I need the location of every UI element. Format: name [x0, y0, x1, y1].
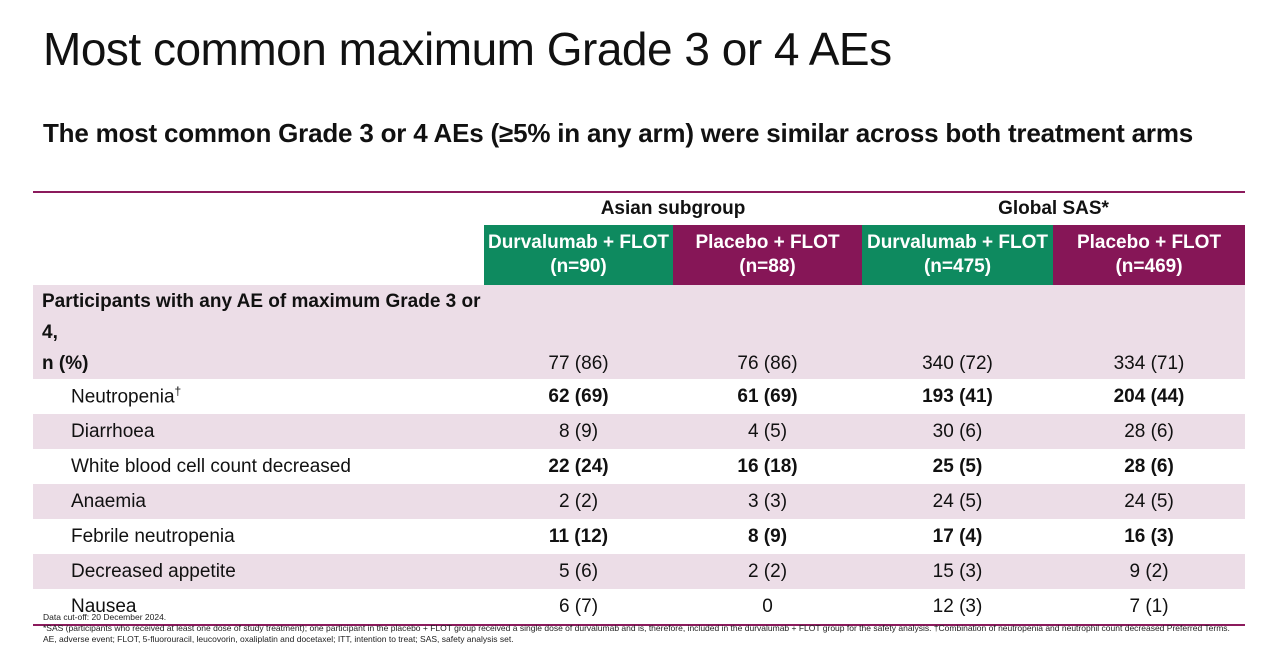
footnote-sas: *SAS (participants who received at least…: [43, 623, 1230, 633]
row-label: White blood cell count decreased: [71, 455, 351, 477]
table-row-febrile-neutropenia: Febrile neutropenia 11 (12) 8 (9) 17 (4)…: [33, 519, 1245, 554]
row-label: Anaemia: [33, 484, 484, 519]
cell-value: 12 (3): [932, 595, 983, 617]
arm-n: (n=475): [923, 256, 992, 277]
row-label: Participants with any AE of maximum Grad…: [33, 285, 484, 379]
row-label-text: Neutropenia: [71, 386, 175, 408]
cell-value: 11 (12): [548, 525, 609, 547]
arm-header-global-placebo: Placebo + FLOT (n=469): [1053, 225, 1246, 285]
arm-name: Durvalumab + FLOT: [487, 232, 670, 253]
ae-table: Asian subgroup Global SAS* Durvalumab + …: [33, 193, 1246, 624]
cell-value: 28 (6): [1053, 414, 1246, 449]
table-row-diarrhoea: Diarrhoea 8 (9) 4 (5) 30 (6) 28 (6): [33, 414, 1246, 449]
cell-value: 15 (3): [862, 554, 1053, 589]
cell-value: 193 (41): [922, 385, 993, 407]
cell-value: 76 (86): [673, 285, 862, 379]
footnotes: Data cut-off: 20 December 2024. *SAS (pa…: [43, 612, 1243, 645]
arm-header-empty: [33, 225, 484, 285]
arm-name: Durvalumab + FLOT: [866, 232, 1049, 253]
cell-value: 30 (6): [862, 414, 1053, 449]
ae-table-container: Asian subgroup Global SAS* Durvalumab + …: [33, 191, 1246, 626]
arm-header-row: Durvalumab + FLOT (n=90) Placebo + FLOT …: [33, 225, 1246, 285]
arm-n: (n=90): [550, 256, 607, 277]
table-row-decreased-appetite: Decreased appetite 5 (6) 2 (2) 15 (3) 9 …: [33, 554, 1246, 589]
cell-value: 2 (2): [484, 484, 673, 519]
cell-value: 3 (3): [673, 484, 862, 519]
cell-value: 16 (3): [1124, 525, 1174, 547]
footnote-data-cutoff: Data cut-off: 20 December 2024.: [43, 612, 167, 622]
cell-value: 8 (9): [747, 525, 788, 547]
arm-n: (n=469): [1115, 256, 1183, 277]
row-label-line1: Participants with any AE of maximum Grad…: [42, 291, 481, 343]
row-label: Nausea: [71, 595, 137, 617]
table-bottom-rule: [33, 624, 1245, 626]
arm-header-global-durvalumab: Durvalumab + FLOT (n=475): [862, 225, 1053, 285]
cell-value: 24 (5): [862, 484, 1053, 519]
cell-value: 16 (18): [737, 455, 798, 477]
cell-value: 24 (5): [1053, 484, 1246, 519]
cell-value: 25 (5): [932, 455, 983, 477]
cell-value: 7 (1): [1129, 595, 1169, 617]
table-row-any-ae: Participants with any AE of maximum Grad…: [33, 285, 1246, 379]
table-top-rule: [33, 191, 1245, 193]
cell-value: 77 (86): [484, 285, 673, 379]
group-header-row: Asian subgroup Global SAS*: [33, 193, 1245, 225]
arm-n: (n=88): [739, 256, 796, 277]
arm-name: Placebo + FLOT: [695, 232, 840, 253]
table-row-wbc-decreased: White blood cell count decreased 22 (24)…: [33, 449, 1245, 484]
cell-value: 28 (6): [1124, 455, 1174, 477]
cell-value: 6 (7): [558, 595, 599, 617]
cell-value: 340 (72): [862, 285, 1053, 379]
cell-value: 4 (5): [673, 414, 862, 449]
row-label: Decreased appetite: [33, 554, 484, 589]
row-label: Neutropenia†: [33, 379, 484, 414]
arm-header-asian-placebo: Placebo + FLOT (n=88): [673, 225, 862, 285]
row-label-line2: n (%): [42, 353, 89, 374]
dagger-footnote-mark: †: [174, 384, 182, 399]
cell-value: 62 (69): [548, 385, 609, 407]
table-row-anaemia: Anaemia 2 (2) 3 (3) 24 (5) 24 (5): [33, 484, 1246, 519]
cell-value: 61 (69): [737, 385, 798, 407]
group-header-global: Global SAS*: [998, 198, 1109, 219]
cell-value: 9 (2): [1053, 554, 1246, 589]
cell-value: 22 (24): [548, 455, 609, 477]
table-row-nausea: Nausea 6 (7) 0 12 (3) 7 (1): [33, 589, 1245, 624]
cell-value: 334 (71): [1053, 285, 1246, 379]
cell-value: 2 (2): [673, 554, 862, 589]
arm-name: Placebo + FLOT: [1076, 232, 1222, 253]
page-title: Most common maximum Grade 3 or 4 AEs: [43, 23, 892, 75]
group-header-asian: Asian subgroup: [600, 198, 746, 219]
cell-value: 17 (4): [932, 525, 983, 547]
group-header-empty: [33, 193, 484, 225]
table-row-neutropenia: Neutropenia† 62 (69) 61 (69) 193 (41) 20…: [33, 379, 1245, 414]
arm-header-asian-durvalumab: Durvalumab + FLOT (n=90): [484, 225, 673, 285]
row-label: Diarrhoea: [33, 414, 484, 449]
footnote-abbreviations: AE, adverse event; FLOT, 5-fluorouracil,…: [43, 634, 514, 644]
cell-value: 204 (44): [1113, 385, 1185, 407]
row-label: Febrile neutropenia: [71, 525, 235, 547]
page-subtitle: The most common Grade 3 or 4 AEs (≥5% in…: [43, 118, 1193, 148]
cell-value: 5 (6): [484, 554, 673, 589]
cell-value: 8 (9): [484, 414, 673, 449]
cell-value: 0: [762, 595, 773, 617]
